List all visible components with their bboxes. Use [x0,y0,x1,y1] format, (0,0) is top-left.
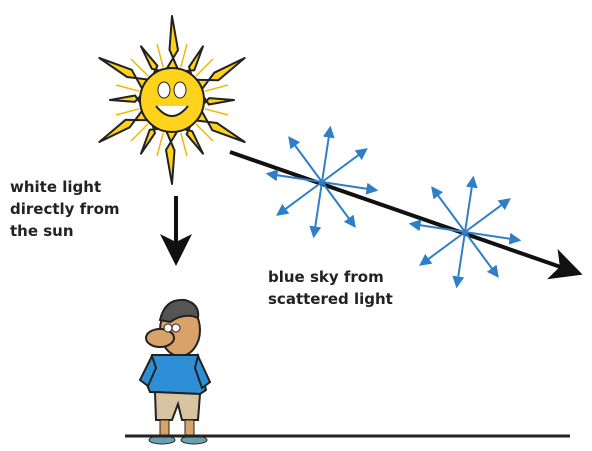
label-line: white light [10,178,101,196]
scatter-arrow [421,232,465,265]
sun [99,16,244,184]
sun-ray [166,16,179,71]
diagram: white light directly from the sun blue s… [0,0,592,451]
scatter-arrow [314,182,322,236]
sun-glow [116,85,139,91]
person [140,300,210,444]
sun-glow [196,59,213,76]
sun-glow [181,133,187,156]
sun-face [140,68,204,132]
label-line: scattered light [268,290,393,308]
sun-glow [205,109,228,115]
sun-ray [201,94,234,107]
sun-glow [157,133,163,156]
label-line: directly from [10,200,120,218]
sun-eye [174,82,186,98]
label-line: the sun [10,222,74,240]
sun-eye [158,82,170,98]
sun-glow [116,109,139,115]
sun-glow [181,44,187,67]
scatter-arrow [322,149,366,182]
scatter-arrow [465,178,473,232]
sun-ray [166,129,179,184]
sun-glow [131,124,148,141]
sun-ray [110,94,143,107]
sun-glow [157,44,163,67]
sun-glow [205,85,228,91]
scatter-arrow [465,199,509,232]
label-line: blue sky from [268,268,384,286]
scatter-arrow [278,182,322,215]
scatter-arrow [322,128,330,182]
scatter-arrow [457,232,465,286]
